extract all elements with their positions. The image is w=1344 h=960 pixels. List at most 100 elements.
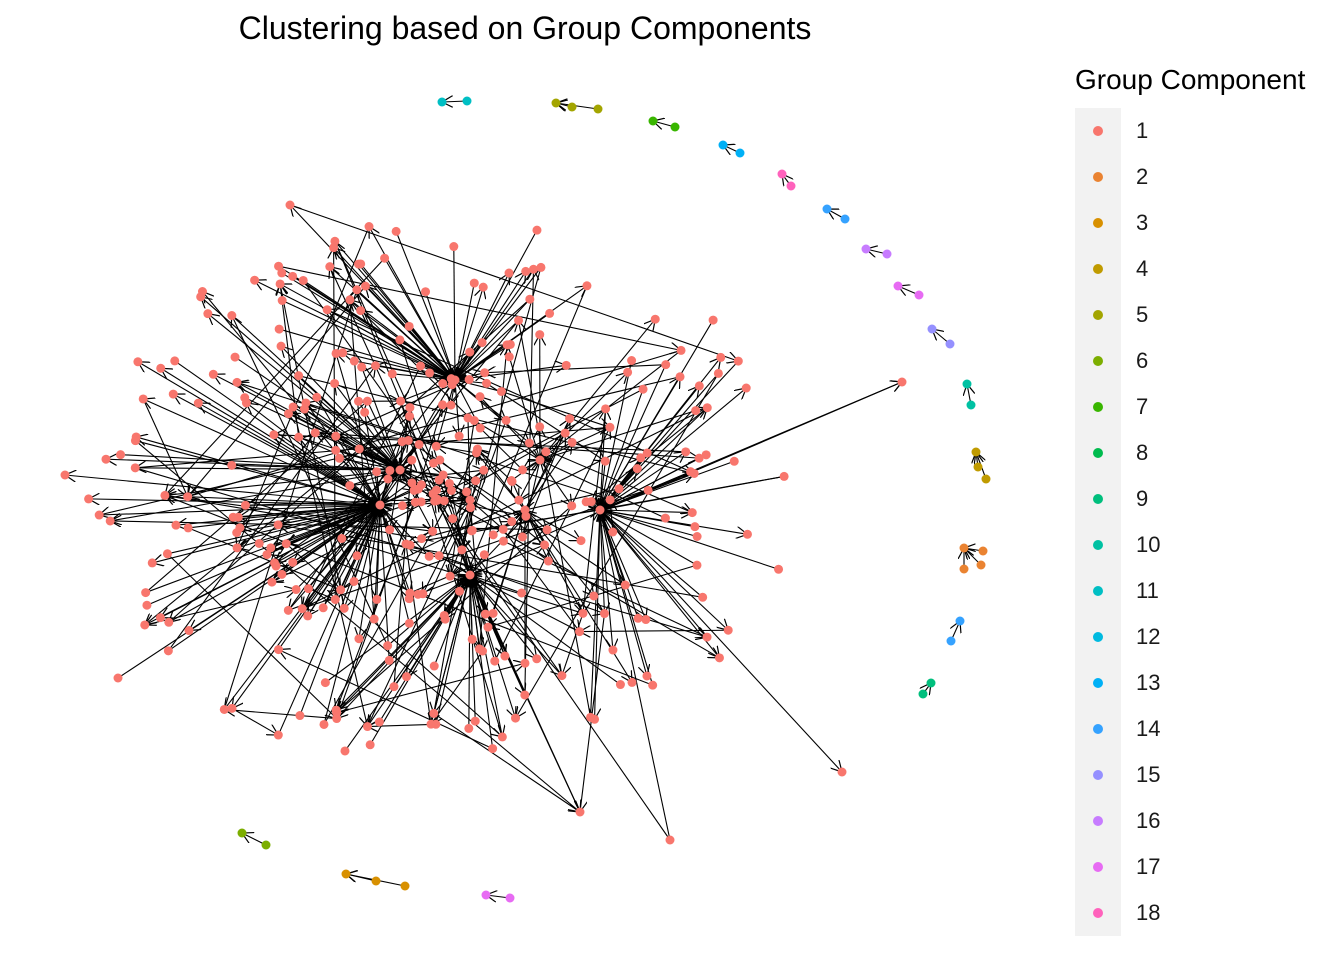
network-edge xyxy=(425,291,455,380)
legend-label: 2 xyxy=(1136,164,1149,189)
network-edge xyxy=(281,346,401,471)
network-node xyxy=(497,732,507,742)
network-node xyxy=(540,540,550,550)
network-node xyxy=(479,550,489,560)
network-node xyxy=(203,309,213,319)
network-node xyxy=(133,357,143,367)
network-node xyxy=(448,514,458,524)
network-edge xyxy=(379,504,410,593)
network-node xyxy=(421,287,431,297)
network-node xyxy=(369,614,379,624)
network-node xyxy=(383,474,393,484)
network-node xyxy=(425,368,435,378)
network-edge xyxy=(431,574,471,724)
network-node xyxy=(288,557,298,567)
network-node xyxy=(240,500,250,510)
network-node xyxy=(407,478,417,488)
network-node xyxy=(636,453,646,463)
network-node xyxy=(440,614,450,624)
network-edge xyxy=(469,574,537,659)
legend-label: 5 xyxy=(1136,302,1149,327)
network-edge xyxy=(580,613,606,812)
network-node xyxy=(454,586,464,596)
network-node xyxy=(362,722,372,732)
network-node xyxy=(605,495,615,505)
network-edge xyxy=(508,356,540,460)
network-node xyxy=(694,381,704,391)
network-node xyxy=(171,520,181,530)
legend-item-18: 18 xyxy=(1075,890,1335,936)
network-node xyxy=(303,584,313,594)
network-node xyxy=(837,767,847,777)
network-edge xyxy=(231,707,278,735)
network-node xyxy=(417,534,427,544)
network-node xyxy=(605,422,615,432)
network-node xyxy=(733,356,743,366)
network-node xyxy=(338,348,348,358)
network-node xyxy=(535,422,545,432)
network-edge xyxy=(524,509,581,541)
network-edge xyxy=(315,432,699,458)
network-node xyxy=(365,740,375,750)
network-node xyxy=(567,102,577,112)
network-edge xyxy=(524,442,572,511)
network-node xyxy=(370,361,380,371)
network-edge xyxy=(418,404,444,489)
network-node xyxy=(283,605,293,615)
legend-label: 10 xyxy=(1136,532,1161,557)
network-node xyxy=(385,525,395,535)
network-edge xyxy=(343,353,456,381)
network-node xyxy=(163,646,173,656)
network-node xyxy=(642,448,652,458)
network-edge xyxy=(600,510,698,538)
network-node xyxy=(254,538,264,548)
legend-label: 3 xyxy=(1136,210,1149,235)
network-edge xyxy=(330,267,456,381)
network-node xyxy=(444,478,454,488)
network-edge xyxy=(539,372,628,461)
network-edge xyxy=(224,709,337,720)
network-edge xyxy=(188,505,380,529)
network-edge xyxy=(350,300,523,471)
network-node xyxy=(927,324,937,334)
network-node xyxy=(575,807,585,817)
network-node xyxy=(978,546,988,556)
network-node xyxy=(336,585,346,595)
network-node xyxy=(786,181,796,191)
network-node xyxy=(334,453,344,463)
network-node xyxy=(325,262,335,272)
network-node xyxy=(475,423,485,433)
network-node xyxy=(219,704,229,714)
network-node xyxy=(407,455,417,465)
network-edge xyxy=(380,505,410,624)
legend-key-dot xyxy=(1093,264,1103,274)
network-edge xyxy=(599,509,728,630)
network-node xyxy=(227,311,237,321)
network-node xyxy=(230,352,240,362)
network-node xyxy=(467,525,477,535)
network-node xyxy=(429,708,439,718)
network-node xyxy=(966,400,976,410)
network-edge xyxy=(470,575,503,737)
network-node xyxy=(274,645,284,655)
network-edge xyxy=(462,267,542,549)
legend-item-5: 5 xyxy=(1075,292,1335,338)
network-node xyxy=(518,465,528,475)
network-edge xyxy=(437,500,563,676)
network-node xyxy=(593,104,603,114)
network-edge xyxy=(599,509,613,650)
network-node xyxy=(396,396,406,406)
network-edge xyxy=(502,528,579,631)
network-node xyxy=(105,516,115,526)
network-edge xyxy=(503,540,707,637)
network-edge xyxy=(600,510,639,619)
network-node xyxy=(276,341,286,351)
network-node xyxy=(599,609,609,619)
network-node xyxy=(543,556,553,566)
network-node xyxy=(897,377,907,387)
network-node xyxy=(478,646,488,656)
network-node xyxy=(183,523,193,533)
network-node xyxy=(288,402,298,412)
network-node xyxy=(389,682,399,692)
network-node xyxy=(446,400,456,410)
